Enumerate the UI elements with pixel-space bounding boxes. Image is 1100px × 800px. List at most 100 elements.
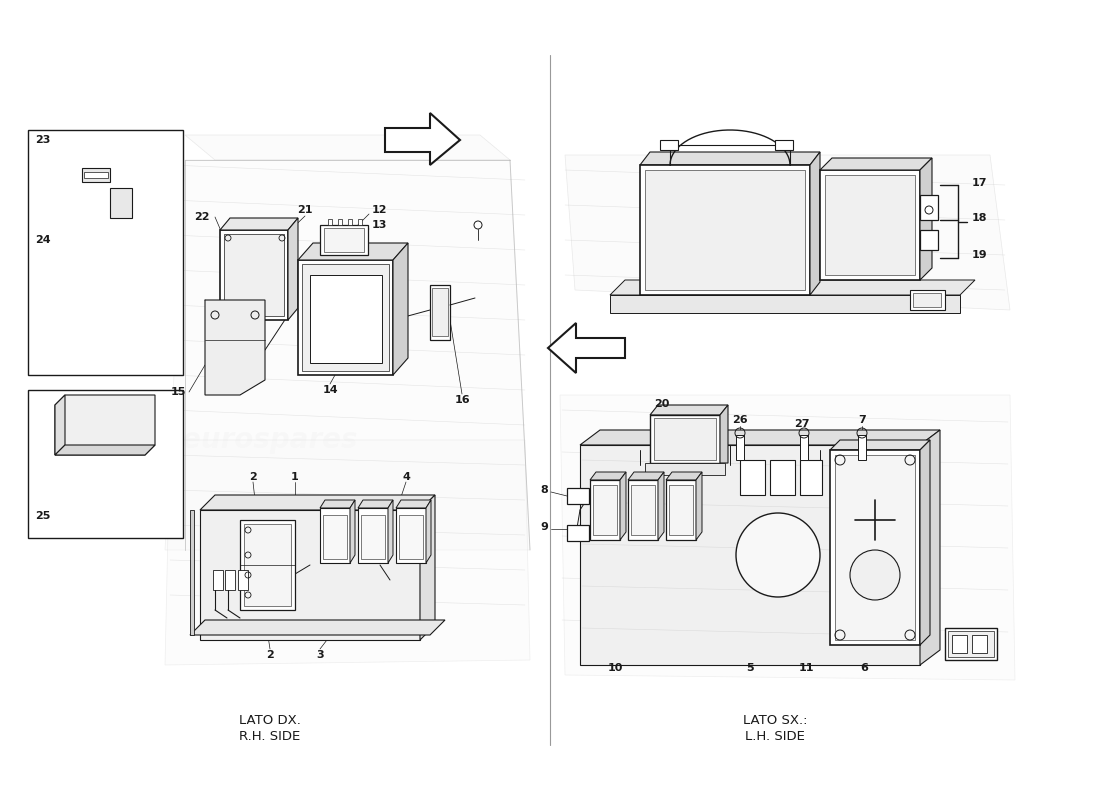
Bar: [220, 230, 288, 320]
Bar: [358, 508, 388, 563]
Bar: [328, 219, 332, 225]
Bar: [800, 435, 808, 460]
Polygon shape: [320, 500, 355, 508]
Polygon shape: [55, 445, 155, 455]
Bar: [910, 290, 945, 310]
Bar: [213, 570, 223, 590]
Bar: [110, 188, 132, 218]
Bar: [640, 165, 810, 295]
Bar: [396, 508, 426, 563]
Text: eurospares: eurospares: [702, 426, 878, 454]
Text: 13: 13: [372, 220, 387, 230]
Text: 16: 16: [454, 395, 470, 405]
Bar: [28, 130, 183, 375]
Bar: [240, 520, 295, 610]
Polygon shape: [696, 472, 702, 540]
Bar: [776, 140, 793, 150]
Bar: [920, 230, 938, 250]
Text: 21: 21: [297, 205, 312, 215]
Text: 6: 6: [860, 663, 868, 673]
Polygon shape: [393, 243, 408, 375]
Polygon shape: [190, 620, 446, 635]
Polygon shape: [640, 152, 820, 165]
Bar: [28, 390, 183, 538]
Polygon shape: [358, 500, 393, 508]
Polygon shape: [920, 430, 940, 665]
Text: R.H. SIDE: R.H. SIDE: [240, 730, 300, 742]
Bar: [226, 570, 235, 590]
Polygon shape: [200, 495, 434, 510]
Bar: [645, 463, 725, 475]
Polygon shape: [658, 472, 664, 540]
Bar: [820, 170, 920, 280]
Bar: [302, 264, 389, 371]
Text: 4: 4: [403, 472, 410, 482]
Bar: [358, 219, 362, 225]
Bar: [84, 172, 108, 178]
Bar: [920, 195, 938, 220]
Text: 7: 7: [858, 415, 866, 425]
Polygon shape: [396, 500, 431, 508]
Text: 2: 2: [266, 650, 274, 660]
Text: 26: 26: [733, 415, 748, 425]
Polygon shape: [185, 135, 510, 160]
Bar: [631, 485, 654, 535]
Polygon shape: [350, 500, 355, 563]
Polygon shape: [420, 495, 434, 640]
Polygon shape: [580, 430, 940, 445]
Polygon shape: [205, 300, 265, 395]
Bar: [830, 450, 920, 645]
Polygon shape: [220, 218, 298, 230]
Bar: [348, 219, 352, 225]
Bar: [913, 293, 940, 307]
Polygon shape: [620, 472, 626, 540]
Bar: [310, 275, 382, 363]
Polygon shape: [590, 472, 626, 480]
Bar: [948, 631, 994, 657]
Polygon shape: [666, 472, 702, 480]
Bar: [736, 435, 744, 460]
Bar: [800, 460, 822, 495]
Text: 15: 15: [170, 387, 186, 397]
Polygon shape: [385, 113, 460, 165]
Text: 23: 23: [35, 135, 51, 145]
Text: 17: 17: [972, 178, 988, 188]
Bar: [338, 219, 342, 225]
Circle shape: [850, 550, 900, 600]
Polygon shape: [55, 395, 155, 455]
Bar: [972, 635, 987, 653]
Text: 5: 5: [746, 663, 754, 673]
Text: 1: 1: [292, 472, 299, 482]
Bar: [224, 234, 284, 316]
Text: L.H. SIDE: L.H. SIDE: [745, 730, 805, 742]
Bar: [430, 285, 450, 340]
Bar: [432, 288, 448, 336]
Polygon shape: [920, 440, 929, 645]
Text: 25: 25: [35, 511, 51, 521]
Bar: [566, 488, 588, 504]
Polygon shape: [165, 440, 530, 665]
Polygon shape: [288, 218, 298, 320]
Text: LATO SX.:: LATO SX.:: [742, 714, 807, 726]
Bar: [238, 570, 248, 590]
Polygon shape: [830, 440, 930, 450]
Bar: [666, 480, 696, 540]
Text: eurospares: eurospares: [702, 606, 878, 634]
Polygon shape: [610, 280, 975, 295]
Text: 2: 2: [249, 472, 257, 482]
Text: 12: 12: [372, 205, 387, 215]
Polygon shape: [548, 323, 625, 373]
Polygon shape: [565, 155, 1010, 310]
Bar: [200, 510, 420, 640]
Bar: [610, 295, 960, 313]
Polygon shape: [820, 158, 932, 170]
Polygon shape: [920, 158, 932, 280]
Bar: [82, 168, 110, 182]
Text: 24: 24: [35, 235, 51, 245]
Text: 14: 14: [322, 385, 338, 395]
Bar: [399, 515, 424, 559]
Bar: [190, 510, 194, 635]
Bar: [320, 225, 368, 255]
Bar: [361, 515, 385, 559]
Polygon shape: [298, 243, 408, 260]
